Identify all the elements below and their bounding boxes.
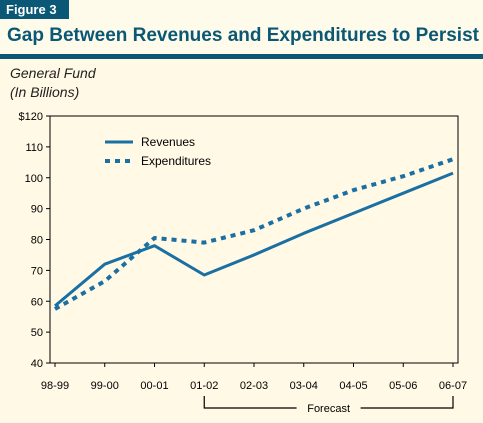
y-tick-label: 40 xyxy=(31,358,43,370)
header-rule xyxy=(0,54,483,59)
y-tick-label: 60 xyxy=(31,296,43,308)
plot-frame xyxy=(49,115,459,364)
x-tick-label: 00-01 xyxy=(140,380,168,392)
series-line-revenues xyxy=(54,171,454,308)
figure-header: Figure 3 Gap Between Revenues and Expend… xyxy=(0,0,483,55)
legend-label-revenues: Revenues xyxy=(141,135,195,149)
x-tick-label: 98-99 xyxy=(41,380,69,392)
y-tick-label: $120 xyxy=(19,111,43,123)
y-axis-label-line-2: (In Billions) xyxy=(10,84,80,100)
x-tick-label: 04-05 xyxy=(339,380,367,392)
x-tick-label: 05-06 xyxy=(389,380,417,392)
y-tick-label: 80 xyxy=(31,235,43,247)
x-tick-label: 03-04 xyxy=(290,380,318,392)
y-tick-label: 50 xyxy=(31,327,43,339)
y-tick-label: 100 xyxy=(25,173,43,185)
x-tick-label: 01-02 xyxy=(190,380,218,392)
figure-title: Gap Between Revenues and Expenditures to… xyxy=(7,25,479,46)
figure-label: Figure 3 xyxy=(0,0,69,19)
x-tick-label: 99-00 xyxy=(91,380,119,392)
legend-label-expenditures: Expenditures xyxy=(141,154,211,168)
y-axis-label-line-1: General Fund xyxy=(10,65,96,81)
y-tick-label: 70 xyxy=(31,265,43,277)
y-tick-label: 90 xyxy=(31,204,43,216)
forecast-bracket-right xyxy=(360,396,454,409)
x-tick-label: 06-07 xyxy=(439,380,467,392)
forecast-bracket-left xyxy=(203,396,297,409)
x-tick-label: 02-03 xyxy=(240,380,268,392)
series-line-expenditures xyxy=(54,157,454,311)
forecast-label: Forecast xyxy=(307,403,350,415)
y-tick-label: 110 xyxy=(25,142,43,154)
